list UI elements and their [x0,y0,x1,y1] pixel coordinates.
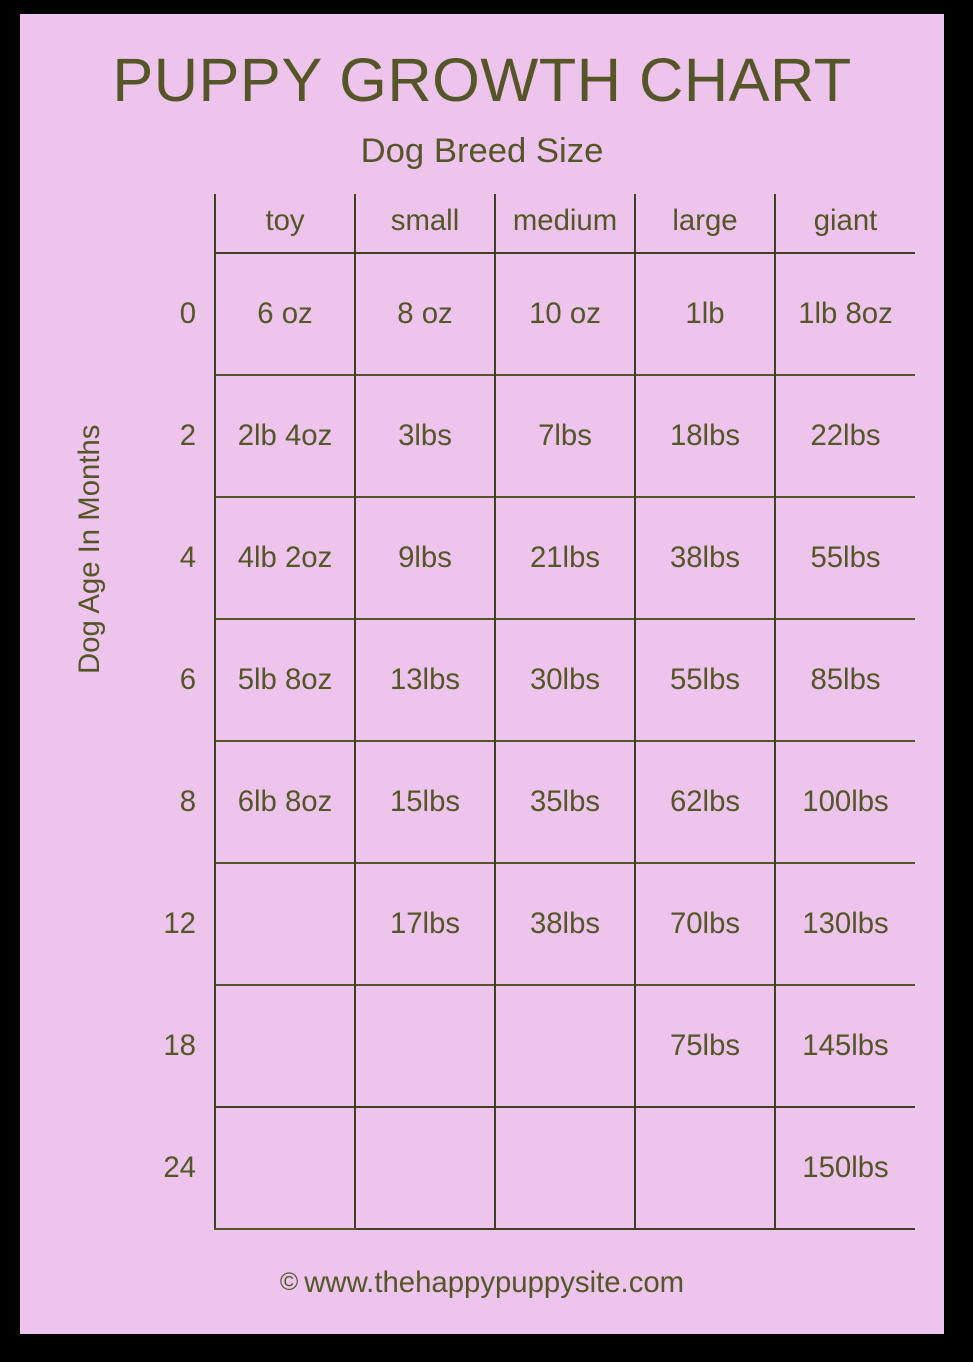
table-cell [635,1107,775,1229]
table-cell: 22lbs [775,375,915,497]
table-row: 24 150lbs [145,1107,915,1229]
y-axis-label: Dog Age In Months [73,425,107,674]
table-cell: 35lbs [495,741,635,863]
row-header: 0 [145,253,215,375]
table-cell: 2lb 4oz [215,375,355,497]
table-cell: 13lbs [355,619,495,741]
table-row: 86lb 8oz15lbs35lbs62lbs100lbs [145,741,915,863]
table-cell [495,985,635,1107]
table-cell: 145lbs [775,985,915,1107]
chart-title: PUPPY GROWTH CHART [20,44,944,115]
row-header: 2 [145,375,215,497]
table-cell: 55lbs [635,619,775,741]
col-header: large [635,194,775,253]
table-row: 22lb 4oz3lbs7lbs18lbs22lbs [145,375,915,497]
footer: ©www.thehappypuppysite.com [20,1266,944,1300]
table-cell: 100lbs [775,741,915,863]
table-body: 06 oz8 oz10 oz1lb1lb 8oz22lb 4oz3lbs7lbs… [145,253,915,1229]
table-cell: 7lbs [495,375,635,497]
table-row: 12 17lbs38lbs70lbs130lbs [145,863,915,985]
table-cell: 3lbs [355,375,495,497]
table-corner-cell [145,194,215,253]
table-cell: 1lb [635,253,775,375]
table-cell: 55lbs [775,497,915,619]
row-header: 6 [145,619,215,741]
col-header: medium [495,194,635,253]
table-row: 06 oz8 oz10 oz1lb1lb 8oz [145,253,915,375]
table-cell [215,863,355,985]
col-header: giant [775,194,915,253]
table-cell: 6 oz [215,253,355,375]
table-header-row: toy small medium large giant [145,194,915,253]
table-cell: 150lbs [775,1107,915,1229]
table-cell: 4lb 2oz [215,497,355,619]
row-header: 18 [145,985,215,1107]
table-row: 18 75lbs145lbs [145,985,915,1107]
table-cell: 17lbs [355,863,495,985]
table-cell: 62lbs [635,741,775,863]
table-cell: 10 oz [495,253,635,375]
table-cell: 75lbs [635,985,775,1107]
row-header: 24 [145,1107,215,1229]
table-cell: 8 oz [355,253,495,375]
table-cell: 5lb 8oz [215,619,355,741]
growth-table: toy small medium large giant 06 oz8 oz10… [145,194,915,1230]
row-header: 8 [145,741,215,863]
copyright-icon: © [280,1268,298,1296]
table-cell: 6lb 8oz [215,741,355,863]
table-cell [215,1107,355,1229]
table-cell: 18lbs [635,375,775,497]
table-cell: 38lbs [635,497,775,619]
table-cell [355,1107,495,1229]
table-cell: 21lbs [495,497,635,619]
table-cell: 85lbs [775,619,915,741]
col-header: small [355,194,495,253]
table-cell [495,1107,635,1229]
table-cell: 130lbs [775,863,915,985]
chart-card: PUPPY GROWTH CHART Dog Breed Size Dog Ag… [20,14,944,1334]
table-row: 44lb 2oz9lbs21lbs38lbs55lbs [145,497,915,619]
table-cell: 1lb 8oz [775,253,915,375]
growth-table-wrap: toy small medium large giant 06 oz8 oz10… [145,194,915,1230]
table-cell: 70lbs [635,863,775,985]
table-cell [355,985,495,1107]
chart-subtitle: Dog Breed Size [20,132,944,171]
footer-text: www.thehappypuppysite.com [304,1266,684,1299]
table-cell: 9lbs [355,497,495,619]
table-cell: 38lbs [495,863,635,985]
row-header: 4 [145,497,215,619]
col-header: toy [215,194,355,253]
table-cell: 30lbs [495,619,635,741]
table-cell [215,985,355,1107]
row-header: 12 [145,863,215,985]
table-row: 65lb 8oz13lbs30lbs55lbs85lbs [145,619,915,741]
table-cell: 15lbs [355,741,495,863]
